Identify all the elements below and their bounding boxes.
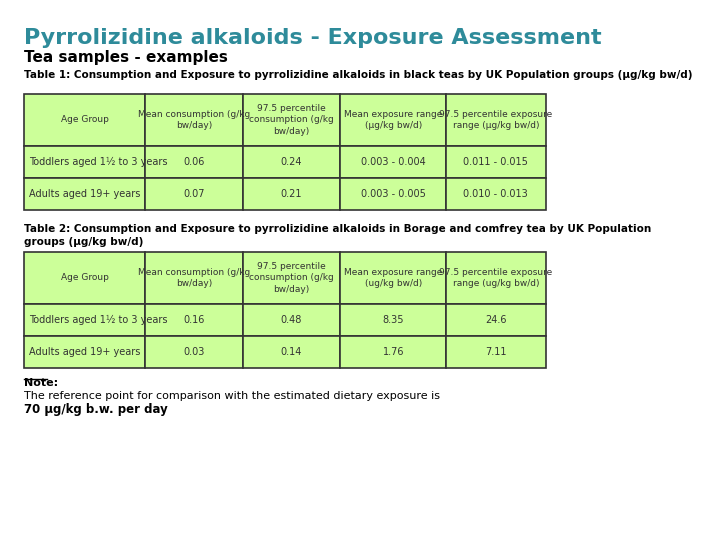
Text: Mean exposure range
(ug/kg bw/d): Mean exposure range (ug/kg bw/d): [344, 268, 443, 288]
Text: 0.003 - 0.004: 0.003 - 0.004: [361, 157, 426, 167]
Bar: [341, 94, 446, 146]
Text: Mean exposure range
(µg/kg bw/d): Mean exposure range (µg/kg bw/d): [344, 110, 443, 130]
Bar: [446, 178, 546, 210]
Text: Adults aged 19+ years: Adults aged 19+ years: [30, 347, 140, 357]
Text: 0.06: 0.06: [183, 157, 204, 167]
Text: 24.6: 24.6: [485, 315, 507, 325]
Bar: [24, 336, 145, 368]
Bar: [243, 146, 341, 178]
Text: The reference point for comparison with the estimated dietary exposure is: The reference point for comparison with …: [24, 391, 441, 401]
Bar: [24, 146, 145, 178]
Text: 0.48: 0.48: [281, 315, 302, 325]
Bar: [243, 178, 341, 210]
Text: 97.5 percentile
consumption (g/kg
bw/day): 97.5 percentile consumption (g/kg bw/day…: [249, 262, 334, 294]
Bar: [341, 178, 446, 210]
Bar: [446, 252, 546, 304]
Text: 7.11: 7.11: [485, 347, 507, 357]
Text: Note:: Note:: [24, 378, 58, 388]
Bar: [446, 304, 546, 336]
Text: 0.07: 0.07: [183, 189, 204, 199]
Text: Age Group: Age Group: [60, 273, 109, 282]
Text: Table 2: Consumption and Exposure to pyrrolizidine alkaloids in Borage and comfr: Table 2: Consumption and Exposure to pyr…: [24, 224, 652, 247]
Bar: [145, 146, 243, 178]
Bar: [446, 336, 546, 368]
Text: 0.03: 0.03: [183, 347, 204, 357]
Bar: [145, 304, 243, 336]
Text: Age Group: Age Group: [60, 116, 109, 125]
Text: 0.010 - 0.013: 0.010 - 0.013: [464, 189, 528, 199]
Bar: [243, 252, 341, 304]
Bar: [145, 252, 243, 304]
Bar: [24, 178, 145, 210]
Bar: [341, 304, 446, 336]
Text: 70 µg/kg b.w. per day: 70 µg/kg b.w. per day: [24, 403, 168, 416]
Text: 0.003 - 0.005: 0.003 - 0.005: [361, 189, 426, 199]
Bar: [446, 146, 546, 178]
Text: Mean consumption (g/kg
bw/day): Mean consumption (g/kg bw/day): [138, 268, 250, 288]
Text: Adults aged 19+ years: Adults aged 19+ years: [30, 189, 140, 199]
Bar: [24, 252, 145, 304]
Bar: [341, 146, 446, 178]
Text: 0.14: 0.14: [281, 347, 302, 357]
Bar: [145, 336, 243, 368]
Bar: [341, 252, 446, 304]
Text: 0.16: 0.16: [183, 315, 204, 325]
Bar: [341, 336, 446, 368]
Text: 97.5 percentile
consumption (g/kg
bw/day): 97.5 percentile consumption (g/kg bw/day…: [249, 104, 334, 136]
Text: Mean consumption (g/kg
bw/day): Mean consumption (g/kg bw/day): [138, 110, 250, 130]
Text: Table 1: Consumption and Exposure to pyrrolizidine alkaloids in black teas by UK: Table 1: Consumption and Exposure to pyr…: [24, 70, 693, 80]
Text: Toddlers aged 1½ to 3 years: Toddlers aged 1½ to 3 years: [30, 315, 168, 325]
Bar: [243, 94, 341, 146]
Bar: [24, 94, 145, 146]
Text: 8.35: 8.35: [382, 315, 404, 325]
Text: 1.76: 1.76: [382, 347, 404, 357]
Text: 97.5 percentile exposure
range (µg/kg bw/d): 97.5 percentile exposure range (µg/kg bw…: [439, 110, 552, 130]
Bar: [24, 304, 145, 336]
Text: 0.21: 0.21: [281, 189, 302, 199]
Text: Toddlers aged 1½ to 3 years: Toddlers aged 1½ to 3 years: [30, 157, 168, 167]
Bar: [243, 336, 341, 368]
Bar: [446, 94, 546, 146]
Bar: [145, 94, 243, 146]
Text: Pyrrolizidine alkaloids - Exposure Assessment: Pyrrolizidine alkaloids - Exposure Asses…: [24, 28, 602, 48]
Text: 0.24: 0.24: [281, 157, 302, 167]
Text: 0.011 - 0.015: 0.011 - 0.015: [464, 157, 528, 167]
Bar: [243, 304, 341, 336]
Text: 97.5 percentile exposure
range (ug/kg bw/d): 97.5 percentile exposure range (ug/kg bw…: [439, 268, 552, 288]
Bar: [145, 178, 243, 210]
Text: Tea samples - examples: Tea samples - examples: [24, 50, 228, 65]
